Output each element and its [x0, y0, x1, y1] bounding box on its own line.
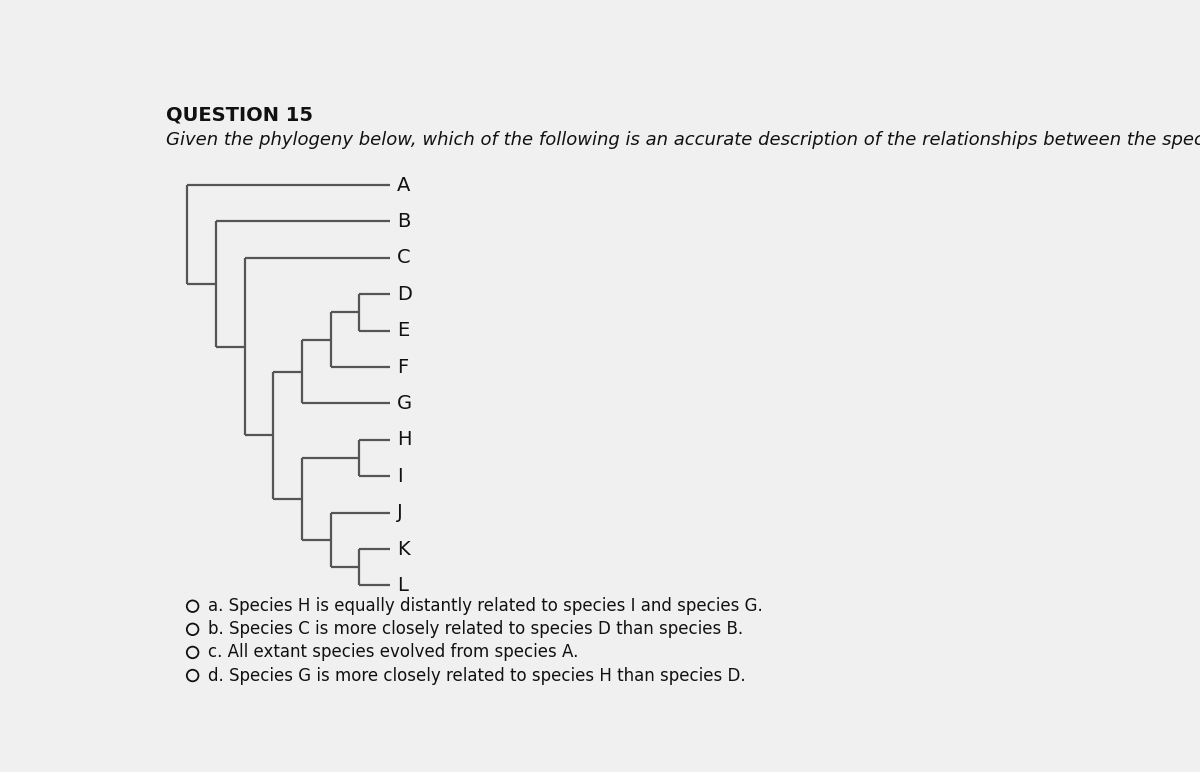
Text: b. Species C is more closely related to species D than species B.: b. Species C is more closely related to … [208, 621, 743, 638]
Text: a. Species H is equally distantly related to species I and species G.: a. Species H is equally distantly relate… [208, 598, 762, 615]
Text: F: F [397, 357, 408, 377]
Text: J: J [397, 503, 403, 522]
Text: L: L [397, 576, 408, 595]
Text: B: B [397, 212, 410, 231]
Text: G: G [397, 394, 413, 413]
Text: A: A [397, 175, 410, 195]
Text: d. Species G is more closely related to species H than species D.: d. Species G is more closely related to … [208, 666, 745, 685]
Text: K: K [397, 540, 410, 558]
Text: C: C [397, 249, 410, 267]
Text: QUESTION 15: QUESTION 15 [166, 106, 312, 125]
Text: c. All extant species evolved from species A.: c. All extant species evolved from speci… [208, 643, 578, 662]
Text: Given the phylogeny below, which of the following is an accurate description of : Given the phylogeny below, which of the … [166, 131, 1200, 149]
Text: I: I [397, 467, 403, 486]
Text: D: D [397, 285, 412, 303]
Text: E: E [397, 321, 409, 340]
Text: H: H [397, 430, 412, 449]
